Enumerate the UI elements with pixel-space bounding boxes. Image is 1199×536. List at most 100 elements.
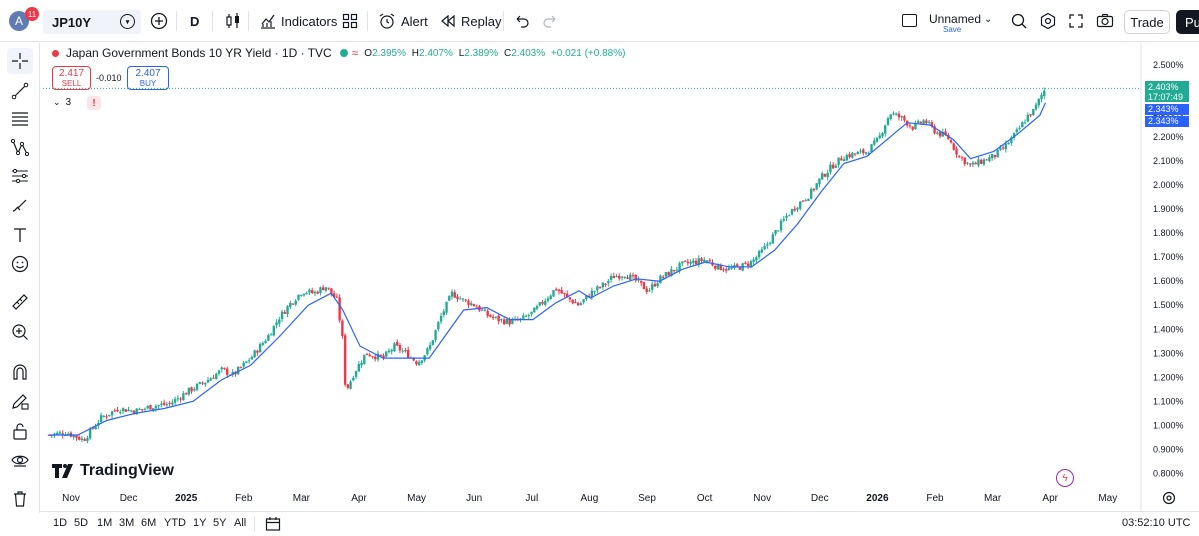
candle-body xyxy=(486,311,489,316)
text-tool[interactable] xyxy=(7,222,33,248)
redo-button[interactable] xyxy=(542,0,558,42)
candle-body xyxy=(138,408,141,410)
candle-body xyxy=(121,408,125,412)
candle-body xyxy=(678,263,681,271)
undo-button[interactable] xyxy=(514,0,530,42)
candle-body xyxy=(925,120,928,124)
candle-body xyxy=(160,403,163,406)
candle-body xyxy=(149,405,152,410)
price-chart[interactable]: 2.500%2.400%2.300%2.200%2.100%2.000%1.90… xyxy=(41,43,1199,511)
snapshot-button[interactable] xyxy=(1096,0,1114,42)
candle-body xyxy=(1015,129,1019,133)
symbol-menu-chevron-icon[interactable]: ▾ xyxy=(120,14,135,29)
zoom-tool[interactable] xyxy=(7,319,33,345)
candle-body xyxy=(889,114,892,119)
range-1y[interactable]: 1Y xyxy=(193,517,207,529)
candle-body xyxy=(933,126,936,134)
candle-body xyxy=(201,382,204,384)
candles-icon xyxy=(226,13,239,28)
last-price-tag: 2.403% 17:07:49 xyxy=(1145,81,1189,102)
range-3m[interactable]: 3M xyxy=(119,517,135,529)
range-5d[interactable]: 5D xyxy=(74,517,89,529)
candle-body xyxy=(223,367,226,370)
candle-body xyxy=(382,355,385,358)
symbol-title[interactable]: Japan Government Bonds 10 YR Yield · 1D … xyxy=(66,46,332,60)
candle-body xyxy=(182,393,185,401)
candle-body xyxy=(467,300,470,305)
warning-icon[interactable]: ! xyxy=(87,96,101,110)
x-tick-label: Jul xyxy=(525,493,538,504)
indicator-templates-button[interactable] xyxy=(342,0,358,42)
sell-label: SELL xyxy=(61,79,82,88)
symbol-search-button[interactable]: JP10Y ▾ xyxy=(43,10,141,34)
candle-body xyxy=(648,290,651,292)
lightning-icon[interactable]: ϟ xyxy=(1056,469,1074,487)
tradingview-logo[interactable]: TradingView xyxy=(52,462,174,480)
candle-body xyxy=(788,215,791,217)
candle-body xyxy=(1023,122,1027,124)
range-6m[interactable]: 6M xyxy=(141,517,157,529)
candle-body xyxy=(212,377,215,379)
candle-body xyxy=(826,172,829,178)
candle-body xyxy=(264,341,267,343)
magnet-tool[interactable] xyxy=(7,359,33,385)
candle-body xyxy=(955,148,958,155)
sell-button[interactable]: 2.417 SELL xyxy=(52,66,91,90)
quick-search-button[interactable] xyxy=(1010,0,1028,42)
hide-drawings-tool[interactable] xyxy=(7,447,33,473)
layout-chevron-icon[interactable]: ⌄ xyxy=(984,14,993,25)
replay-button[interactable]: Replay xyxy=(440,0,501,42)
settings-button[interactable] xyxy=(1039,0,1057,42)
save-label[interactable]: Save xyxy=(943,25,962,34)
measure-tool[interactable] xyxy=(7,289,33,315)
range-ytd[interactable]: YTD xyxy=(164,517,186,529)
pattern-tool[interactable] xyxy=(7,134,33,160)
candle-body xyxy=(483,310,487,312)
candle-body xyxy=(398,345,402,351)
range-all[interactable]: All xyxy=(234,517,247,529)
indicator-count: 3 xyxy=(65,97,72,108)
compare-symbol-button[interactable] xyxy=(150,0,168,42)
forecast-tool[interactable] xyxy=(7,163,33,189)
crosshair-tool[interactable] xyxy=(7,48,33,74)
stay-drawing-tool[interactable] xyxy=(7,388,33,414)
chart-type-button[interactable] xyxy=(224,0,242,42)
interval-button[interactable]: D xyxy=(190,13,200,29)
candle-body xyxy=(426,348,429,355)
fib-tool[interactable] xyxy=(7,106,33,132)
x-tick-label: Mar xyxy=(984,493,1002,504)
candle-body xyxy=(714,265,717,269)
axis-settings-button[interactable] xyxy=(1162,491,1176,510)
icon-tool[interactable] xyxy=(7,251,33,277)
fullscreen-button[interactable] xyxy=(1068,0,1084,42)
candle-body xyxy=(848,154,851,158)
brush-tool[interactable] xyxy=(7,193,33,219)
range-1m[interactable]: 1M xyxy=(97,517,113,529)
indicators-button[interactable]: Indicators xyxy=(259,0,337,42)
x-tick-label: 2025 xyxy=(175,493,198,504)
candle-body xyxy=(834,165,838,168)
candle-body xyxy=(963,157,966,165)
date-range-button[interactable] xyxy=(265,516,281,536)
remove-drawings-tool[interactable] xyxy=(7,486,33,512)
candle-body xyxy=(165,404,169,406)
user-avatar[interactable]: A xyxy=(9,11,29,31)
range-1d[interactable]: 1D xyxy=(53,517,68,529)
alert-button[interactable]: Alert xyxy=(378,0,428,42)
trend-line-tool[interactable] xyxy=(7,78,33,104)
lock-drawings-tool[interactable] xyxy=(7,418,33,444)
candle-body xyxy=(914,123,917,130)
buy-button[interactable]: 2.407 BUY xyxy=(127,66,169,90)
candle-body xyxy=(653,283,657,287)
candle-body xyxy=(642,282,646,290)
drawing-toolbar xyxy=(0,43,40,513)
ma-price-tag-2: 2.343% xyxy=(1145,116,1189,127)
range-5y[interactable]: 5Y xyxy=(213,517,227,529)
candle-body xyxy=(193,389,196,391)
candle-body xyxy=(522,315,525,319)
utc-clock[interactable]: 03:52:10 UTC xyxy=(1122,517,1191,529)
trade-button[interactable]: Trade xyxy=(1124,10,1170,34)
candle-body xyxy=(727,267,731,270)
publish-button[interactable]: Pu xyxy=(1176,10,1199,34)
indicators-collapse-button[interactable]: ⌄ 3 xyxy=(53,97,71,108)
